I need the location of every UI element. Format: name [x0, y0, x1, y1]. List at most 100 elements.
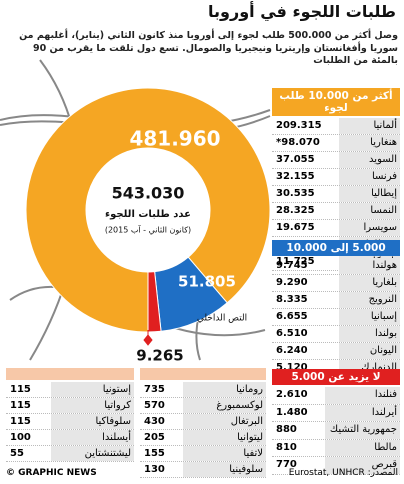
table-row: رومانيا 735 — [140, 382, 266, 398]
count: 8.335 — [276, 294, 308, 305]
country: رومانيا — [183, 382, 266, 397]
country: السويد — [339, 152, 400, 168]
count: 37.055 — [276, 154, 315, 165]
table-row: البرتغال 430 — [140, 414, 266, 430]
table-row: سلوفاكيا 115 — [6, 414, 134, 430]
count: 30.535 — [276, 188, 315, 199]
country: النرويج — [339, 292, 400, 308]
table-row: أيسلندا 100 — [6, 430, 134, 446]
table-row: بلغاريا 9.290 — [272, 275, 400, 292]
count: 9.290 — [276, 277, 308, 288]
count: 19.675 — [276, 222, 315, 233]
total: 543.030 — [112, 184, 185, 203]
count: 9.745 — [276, 260, 308, 271]
table-row: فنلندا 2.610 — [272, 387, 400, 405]
count: 6.655 — [276, 311, 308, 322]
country: قبرص — [325, 457, 400, 474]
country: ليشتنشتاين — [51, 446, 134, 461]
value-label: 9.265 — [136, 347, 183, 365]
value-label: 481.960 — [129, 127, 220, 151]
table-row: فرنسا 32.155 — [272, 169, 400, 186]
table-row: ألمانيا 209.315 — [272, 118, 400, 135]
count: 6.240 — [276, 345, 308, 356]
country: أيرلندا — [325, 404, 400, 421]
count: 810 — [276, 441, 297, 453]
count: 735 — [144, 384, 165, 395]
country: إيطاليا — [339, 186, 400, 202]
count: 55 — [10, 448, 24, 459]
table-row: جمهورية التشيك 880 — [272, 422, 400, 440]
country: فرنسا — [339, 169, 400, 185]
country: سلوفاكيا — [51, 414, 134, 429]
country: لوكسمبورغ — [183, 398, 266, 413]
country: إسبانيا — [339, 309, 400, 325]
country: مالطا — [325, 439, 400, 456]
table-row: إستونيا 115 — [6, 382, 134, 398]
count: 2.610 — [276, 389, 308, 400]
center-label: عدد طلبات اللجوء — [105, 209, 191, 220]
count: 770 — [276, 459, 297, 470]
country: هنغاريا — [339, 135, 400, 151]
table-row: هنغاريا *98.070 — [272, 135, 400, 152]
red-pointer — [143, 330, 153, 346]
period: (كانون الثاني - آب 2015) — [105, 225, 191, 235]
credit: © GRAPHIC NEWS — [6, 468, 97, 478]
table-header: 5.000 إلى 10.000 — [272, 240, 400, 256]
table-row: هولندا 9.745 — [272, 258, 400, 275]
table-row: قبرص 770 — [272, 457, 400, 475]
count: 205 — [144, 432, 165, 443]
country: سلوفينيا — [183, 462, 266, 477]
country: النمسا — [339, 203, 400, 219]
count: 570 — [144, 400, 165, 411]
count: 32.155 — [276, 171, 315, 182]
source: المصدر: Eurostat, UNHCR — [288, 468, 398, 478]
count: 115 — [10, 400, 31, 411]
value-label: 51.805 — [178, 273, 236, 291]
count: 430 — [144, 416, 165, 427]
table-row: النمسا 28.325 — [272, 203, 400, 220]
count: 209.315 — [276, 120, 322, 131]
count: 1.480 — [276, 406, 308, 418]
table-row: كرواتيا 115 — [6, 398, 134, 414]
table-header: لا يزيد عن 5.000 — [272, 369, 400, 385]
count: 155 — [144, 448, 165, 459]
country: لاتفيا — [183, 446, 266, 461]
table-row: اليونان 6.240 — [272, 343, 400, 360]
country: جمهورية التشيك — [325, 422, 400, 439]
subtitle: وصل أكثر من 500.000 طلب لجوء إلى أوروبا … — [19, 30, 398, 66]
table-header — [140, 368, 266, 380]
title: طلبات اللجوء في أوروبا — [208, 2, 396, 21]
count: 100 — [10, 432, 31, 443]
count: 28.325 — [276, 205, 315, 216]
table-row: مالطا 810 — [272, 439, 400, 457]
table-header — [6, 368, 134, 380]
country: هولندا — [339, 258, 400, 274]
country: بولندا — [339, 326, 400, 342]
count: 11.725 — [276, 256, 315, 267]
donut-segment — [147, 271, 162, 333]
country: البرتغال — [183, 414, 266, 429]
count: 880 — [276, 424, 297, 435]
count: 115 — [10, 384, 31, 395]
table-row: بولندا 6.510 — [272, 326, 400, 343]
table-row: السويد 37.055 — [272, 152, 400, 169]
country: ليتوانيا — [183, 430, 266, 445]
table-row: سويسرا 19.675 — [272, 220, 400, 237]
count: 5.120 — [276, 362, 308, 373]
count: *98.070 — [276, 137, 320, 148]
table-row: أيرلندا 1.480 — [272, 404, 400, 422]
country: اليونان — [339, 343, 400, 359]
table-row: لاتفيا 155 — [140, 446, 266, 462]
table-row: لوكسمبورغ 570 — [140, 398, 266, 414]
table-row: النرويج 8.335 — [272, 292, 400, 309]
annotation: التص الداخلي — [197, 314, 247, 324]
country: ألمانيا — [339, 118, 400, 134]
country: كرواتيا — [51, 398, 134, 413]
count: 6.510 — [276, 328, 308, 339]
table-row: إيطاليا 30.535 — [272, 186, 400, 203]
table-row: ليشتنشتاين 55 — [6, 446, 134, 462]
table-row: سلوفينيا 130 — [140, 462, 266, 478]
table-row: إسبانيا 6.655 — [272, 309, 400, 326]
